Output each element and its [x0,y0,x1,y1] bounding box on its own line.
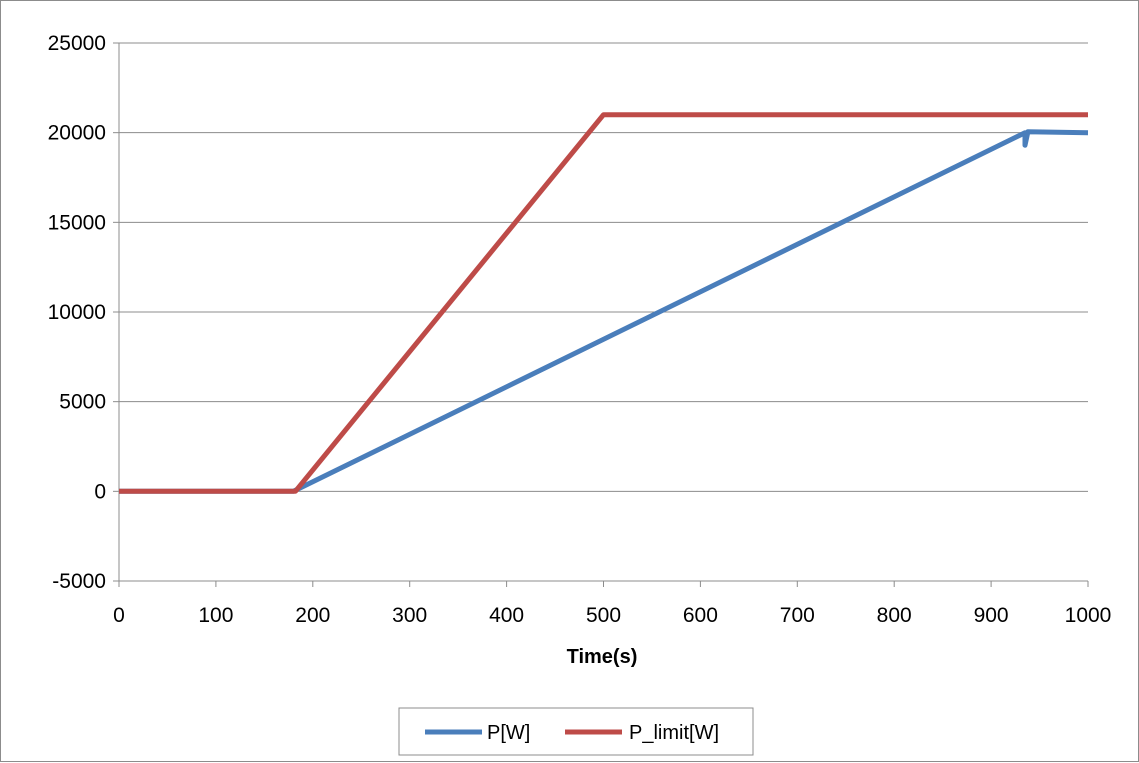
gridlines [119,42,1088,492]
x-axis-title: Time(s) [567,646,638,668]
y-tick-label: -5000 [52,570,106,593]
x-tick-label: 1000 [1065,604,1112,627]
x-tick-label: 0 [113,604,125,627]
x-tick-label: 600 [683,604,718,627]
y-tick-label: 20000 [48,122,106,145]
x-tick-label: 200 [295,604,330,627]
axes [113,42,1089,587]
x-tick-label: 800 [877,604,912,627]
x-tick-label: 400 [489,604,524,627]
series-lines [119,112,1089,494]
y-tick-label: 25000 [48,32,106,55]
y-tick-labels: -5000 0 5000 10000 15000 20000 25000 [48,32,106,593]
y-tick-label: 5000 [59,391,106,414]
y-tick-label: 15000 [48,211,106,234]
legend-label: P_limit[W] [629,722,719,744]
x-tick-label: 900 [974,604,1009,627]
x-tick-label: 300 [392,604,427,627]
x-tick-label: 700 [780,604,815,627]
y-tick-label: 0 [94,480,106,503]
x-tick-labels: 0 100 200 300 400 500 600 700 800 900 1000 [113,604,1111,627]
x-tick-label: 500 [586,604,621,627]
legend: P[W] P_limit[W] [398,707,754,756]
y-tick-label: 10000 [48,301,106,324]
x-tick-label: 100 [198,604,233,627]
legend-label: P[W] [487,722,530,744]
series-line-p-limit [119,112,1088,494]
